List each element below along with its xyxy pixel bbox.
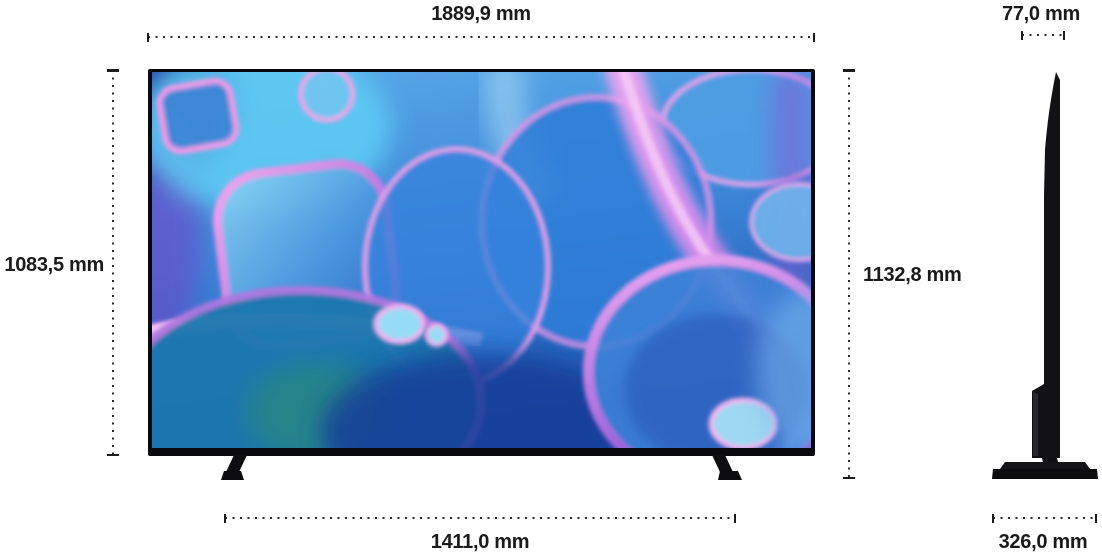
side-depth-label: 77,0 mm: [1002, 3, 1080, 25]
front-width-dim-line: [147, 32, 815, 42]
dim-tick: [843, 476, 855, 479]
bubbles-wallpaper: [152, 72, 811, 448]
front-total-height-label: 1132,8 mm: [863, 264, 962, 286]
right-foot-leg: [712, 455, 733, 472]
base-depth-dim-line: [992, 513, 1097, 523]
side-back-box-edge: [1033, 392, 1038, 456]
stand-span-label: 1411,0 mm: [430, 531, 530, 553]
dim-tick: [224, 513, 226, 523]
left-foot-leg: [226, 455, 247, 472]
left-foot-base: [221, 471, 244, 480]
front-width-label: 1889,9 mm: [431, 3, 531, 25]
side-stand-top-plate: [1000, 462, 1090, 469]
dim-tick: [843, 69, 855, 72]
front-total-height-dim-line: [843, 69, 855, 479]
tv-screen-artwork: [152, 72, 811, 448]
base-depth-label: 326,0 mm: [998, 531, 1088, 553]
dim-tick: [813, 32, 815, 42]
dim-tick: [734, 513, 736, 523]
dim-tick: [107, 69, 119, 72]
dim-tick: [107, 453, 119, 456]
dim-tick: [992, 513, 994, 523]
dim-tick: [1021, 30, 1023, 40]
side-panel-profile: [1032, 72, 1060, 458]
tv-stand-feet: [221, 455, 742, 480]
front-panel-height-label: 1083,5 mm: [4, 254, 104, 276]
tv-side-view: [992, 72, 1098, 479]
stand-span-dim-line: [224, 513, 736, 523]
dim-tick: [1095, 513, 1097, 523]
side-depth-dim-line: [1021, 30, 1065, 40]
dim-tick: [147, 32, 149, 42]
side-stand-base-plate: [992, 469, 1098, 479]
dim-tick: [1063, 30, 1065, 40]
tv-front-view: [148, 69, 815, 456]
right-foot-base: [718, 471, 742, 480]
front-panel-height-dim-line: [107, 69, 119, 456]
